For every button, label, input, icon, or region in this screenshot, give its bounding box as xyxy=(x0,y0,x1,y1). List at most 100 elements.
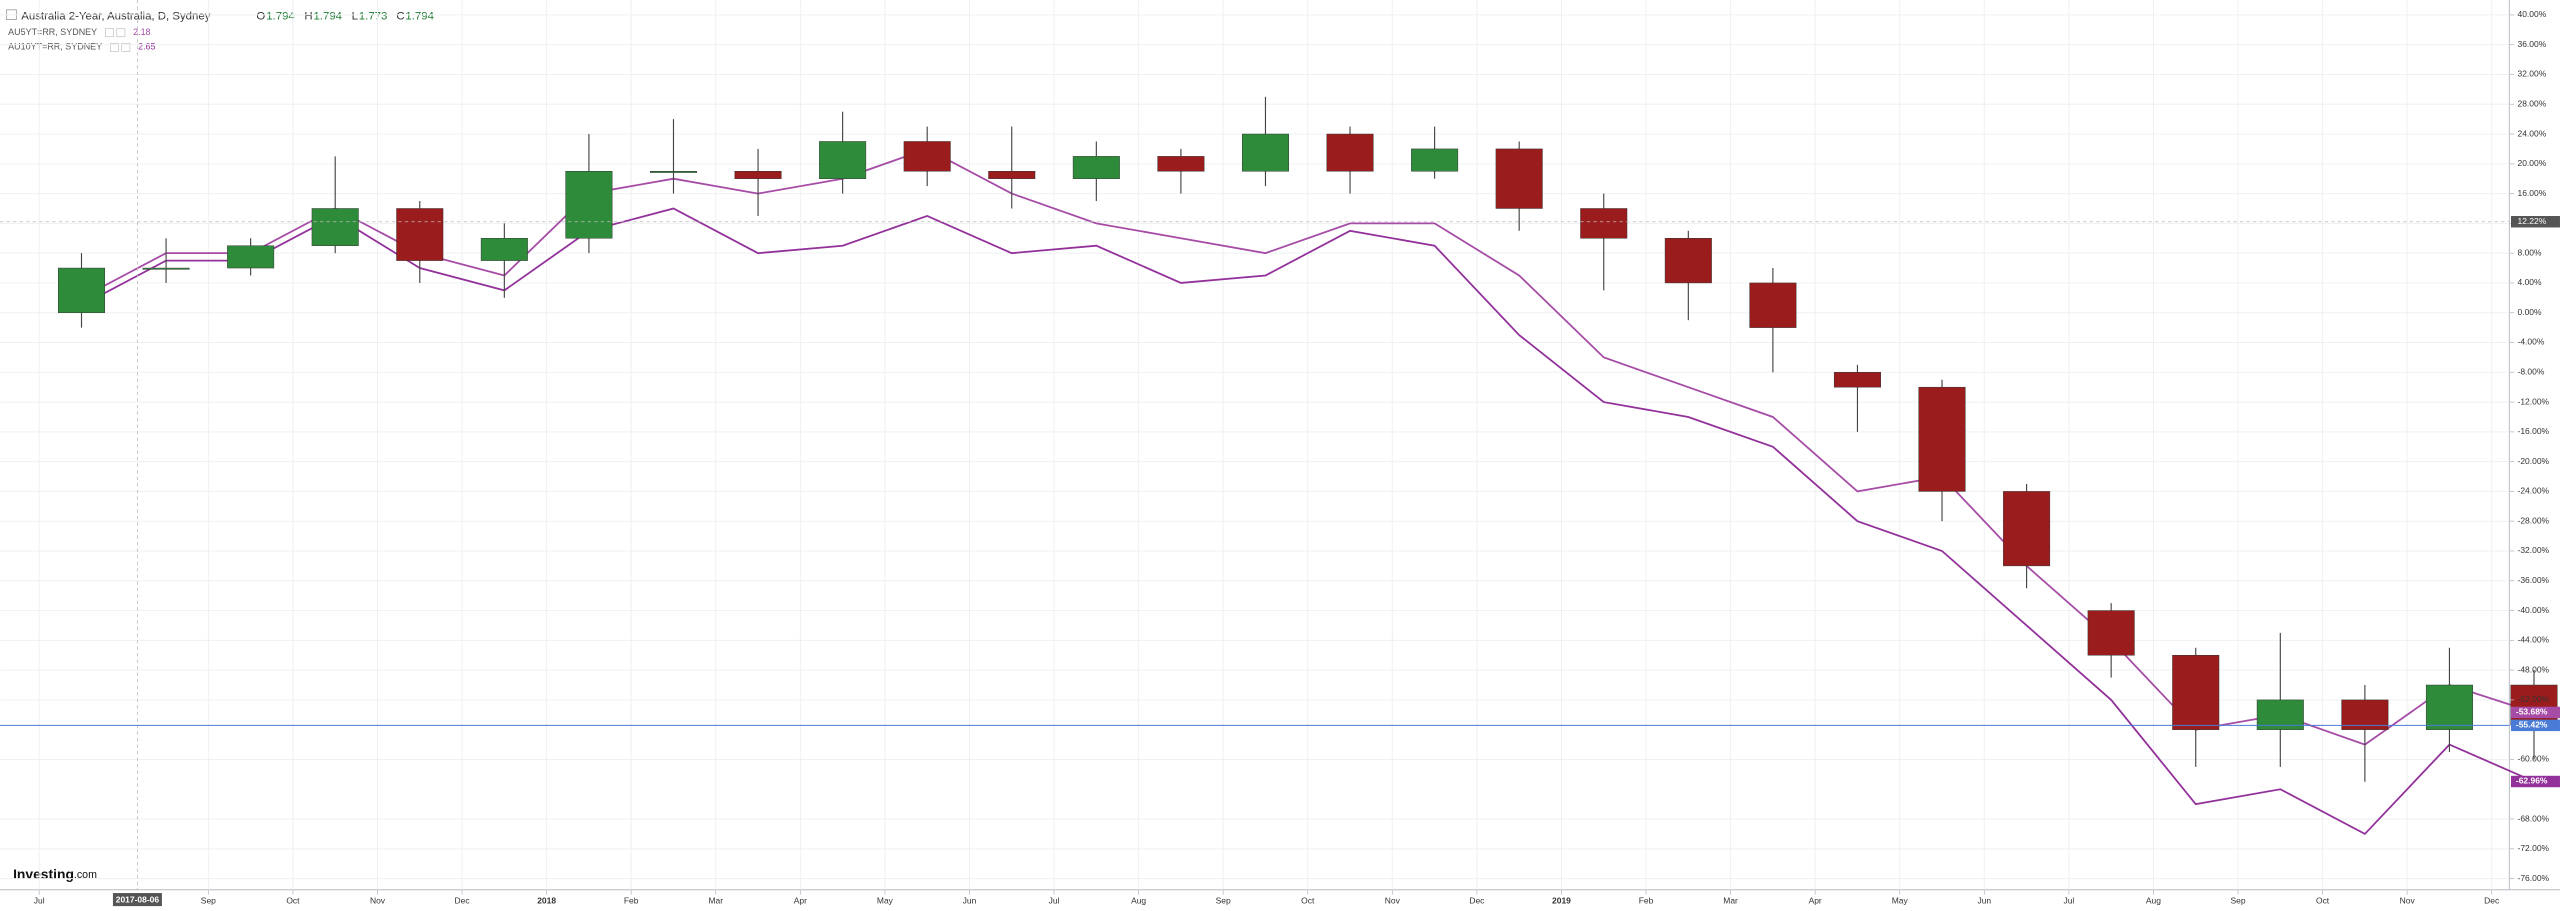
x-tick-label: Oct xyxy=(286,895,300,905)
ohlc-key: C xyxy=(396,10,404,22)
x-tick-label: Sep xyxy=(2230,895,2245,905)
legend-icon xyxy=(121,42,131,52)
candle-body xyxy=(1072,156,1120,179)
y-tick-label: 40.00% xyxy=(2518,9,2547,19)
x-tick-label: Dec xyxy=(2484,895,2500,905)
x-tick-label: 2019 xyxy=(1552,895,1571,905)
legend-value: 2.18 xyxy=(133,27,150,37)
y-tick-label: -72.00% xyxy=(2518,843,2550,853)
candle-body xyxy=(649,171,697,173)
price-label: -53.68% xyxy=(2516,707,2548,717)
ohlc-value: 1.794 xyxy=(313,10,342,22)
watermark-suffix: .com xyxy=(74,869,97,881)
candle-body xyxy=(142,267,190,270)
y-tick-label: -60.00% xyxy=(2518,754,2550,764)
candle-body xyxy=(1664,238,1712,284)
watermark-name: Investing xyxy=(13,866,74,882)
x-tick-label: May xyxy=(877,895,894,905)
price-badge xyxy=(2510,719,2560,732)
candle-body xyxy=(1411,148,1459,172)
legend: Australia 2-Year, Australia, D, Sydney O… xyxy=(6,9,435,52)
x-tick-label: Aug xyxy=(2146,895,2161,905)
candle-body xyxy=(1495,148,1543,209)
y-tick-label: -52.00% xyxy=(2518,694,2550,704)
candle-body xyxy=(819,141,867,179)
y-tick-label: 36.00% xyxy=(2518,39,2547,49)
candle-body xyxy=(2172,654,2220,730)
x-tick-label: Aug xyxy=(1131,895,1146,905)
x-tick-label: Sep xyxy=(201,895,216,905)
ohlc-key: L xyxy=(352,10,358,22)
y-tick-label: -36.00% xyxy=(2518,575,2550,585)
marks xyxy=(0,0,2558,890)
crosshair-y-label: 12.22% xyxy=(2518,216,2547,226)
axes: 40.00% 36.00% 32.00% 28.00% 24.00% 20.00% 16.0… xyxy=(34,9,2560,907)
x-tick-label: Mar xyxy=(708,895,723,905)
y-tick-label: -4.00% xyxy=(2518,337,2545,347)
y-tick-label: 0.00% xyxy=(2518,307,2542,317)
y-tick-label: -12.00% xyxy=(2518,396,2550,406)
price-badge xyxy=(2510,706,2560,719)
candle-body xyxy=(988,171,1036,179)
x-tick-label: Nov xyxy=(1385,895,1401,905)
y-tick-label: -32.00% xyxy=(2518,545,2550,555)
ohlc-value: 1.794 xyxy=(266,10,295,22)
y-tick-label: -16.00% xyxy=(2518,426,2550,436)
x-tick-label: Oct xyxy=(2316,895,2330,905)
x-tick-label: Apr xyxy=(794,895,807,905)
legend-name: AU5YT=RR, SYDNEY xyxy=(8,27,97,37)
legend-name: AU10YT=RR, SYDNEY xyxy=(8,42,102,52)
legend-value: 2.65 xyxy=(138,42,155,52)
y-tick-label: -48.00% xyxy=(2518,664,2550,674)
candle-body xyxy=(2510,684,2558,726)
y-tick-label: -20.00% xyxy=(2518,456,2550,466)
candle-body xyxy=(1749,282,1797,328)
x-tick-label: Dec xyxy=(1469,895,1485,905)
candle-body xyxy=(1326,133,1374,172)
candle-body xyxy=(2003,491,2051,567)
legend-title: Australia 2-Year, Australia, D, Sydney xyxy=(21,10,210,22)
y-tick-label: 4.00% xyxy=(2518,277,2542,287)
x-tick-label: Jul xyxy=(34,895,45,905)
ohlc-value: 1.794 xyxy=(405,10,434,22)
x-tick-label: Jul xyxy=(2063,895,2074,905)
crosshair-y-badge xyxy=(2510,216,2560,228)
crosshair-x-badge xyxy=(112,893,162,907)
candle-body xyxy=(1833,372,1881,388)
ohlc-value: 1.773 xyxy=(359,10,388,22)
y-tick-label: 32.00% xyxy=(2518,69,2547,79)
price-badge xyxy=(2510,775,2560,788)
x-tick-label: Oct xyxy=(1301,895,1315,905)
candle-body xyxy=(2256,699,2304,730)
y-tick-label: -28.00% xyxy=(2518,515,2550,525)
y-tick-label: -8.00% xyxy=(2518,367,2545,377)
y-tick-label: 16.00% xyxy=(2518,188,2547,198)
candle-body xyxy=(2425,684,2473,730)
candle-body xyxy=(2087,610,2135,656)
x-tick-label: Apr xyxy=(1809,895,1822,905)
candle-body xyxy=(480,238,528,261)
y-tick-label: -24.00% xyxy=(2518,486,2550,496)
candle-body xyxy=(565,171,613,239)
crosshair-x-label: 2017-08-06 xyxy=(116,895,160,905)
x-tick-label: Feb xyxy=(624,895,639,905)
x-tick-label: Nov xyxy=(2400,895,2416,905)
candle-body xyxy=(734,171,782,179)
candle-body xyxy=(1580,208,1628,239)
y-tick-label: -76.00% xyxy=(2518,873,2550,883)
x-tick-label: Dec xyxy=(455,895,471,905)
candle-body xyxy=(1157,156,1205,172)
candle-body xyxy=(2341,699,2389,730)
candle-body xyxy=(1918,386,1966,492)
watermark: Investing.com xyxy=(13,866,97,882)
candle-body xyxy=(903,141,951,172)
candle-body xyxy=(1241,133,1289,172)
series-line xyxy=(81,207,2535,836)
x-tick-label: Feb xyxy=(1639,895,1654,905)
x-tick-label: Jul xyxy=(1049,895,1060,905)
price-label: -55.42% xyxy=(2516,720,2548,730)
x-tick-label: Jun xyxy=(963,895,977,905)
x-tick-label: Nov xyxy=(370,895,386,905)
